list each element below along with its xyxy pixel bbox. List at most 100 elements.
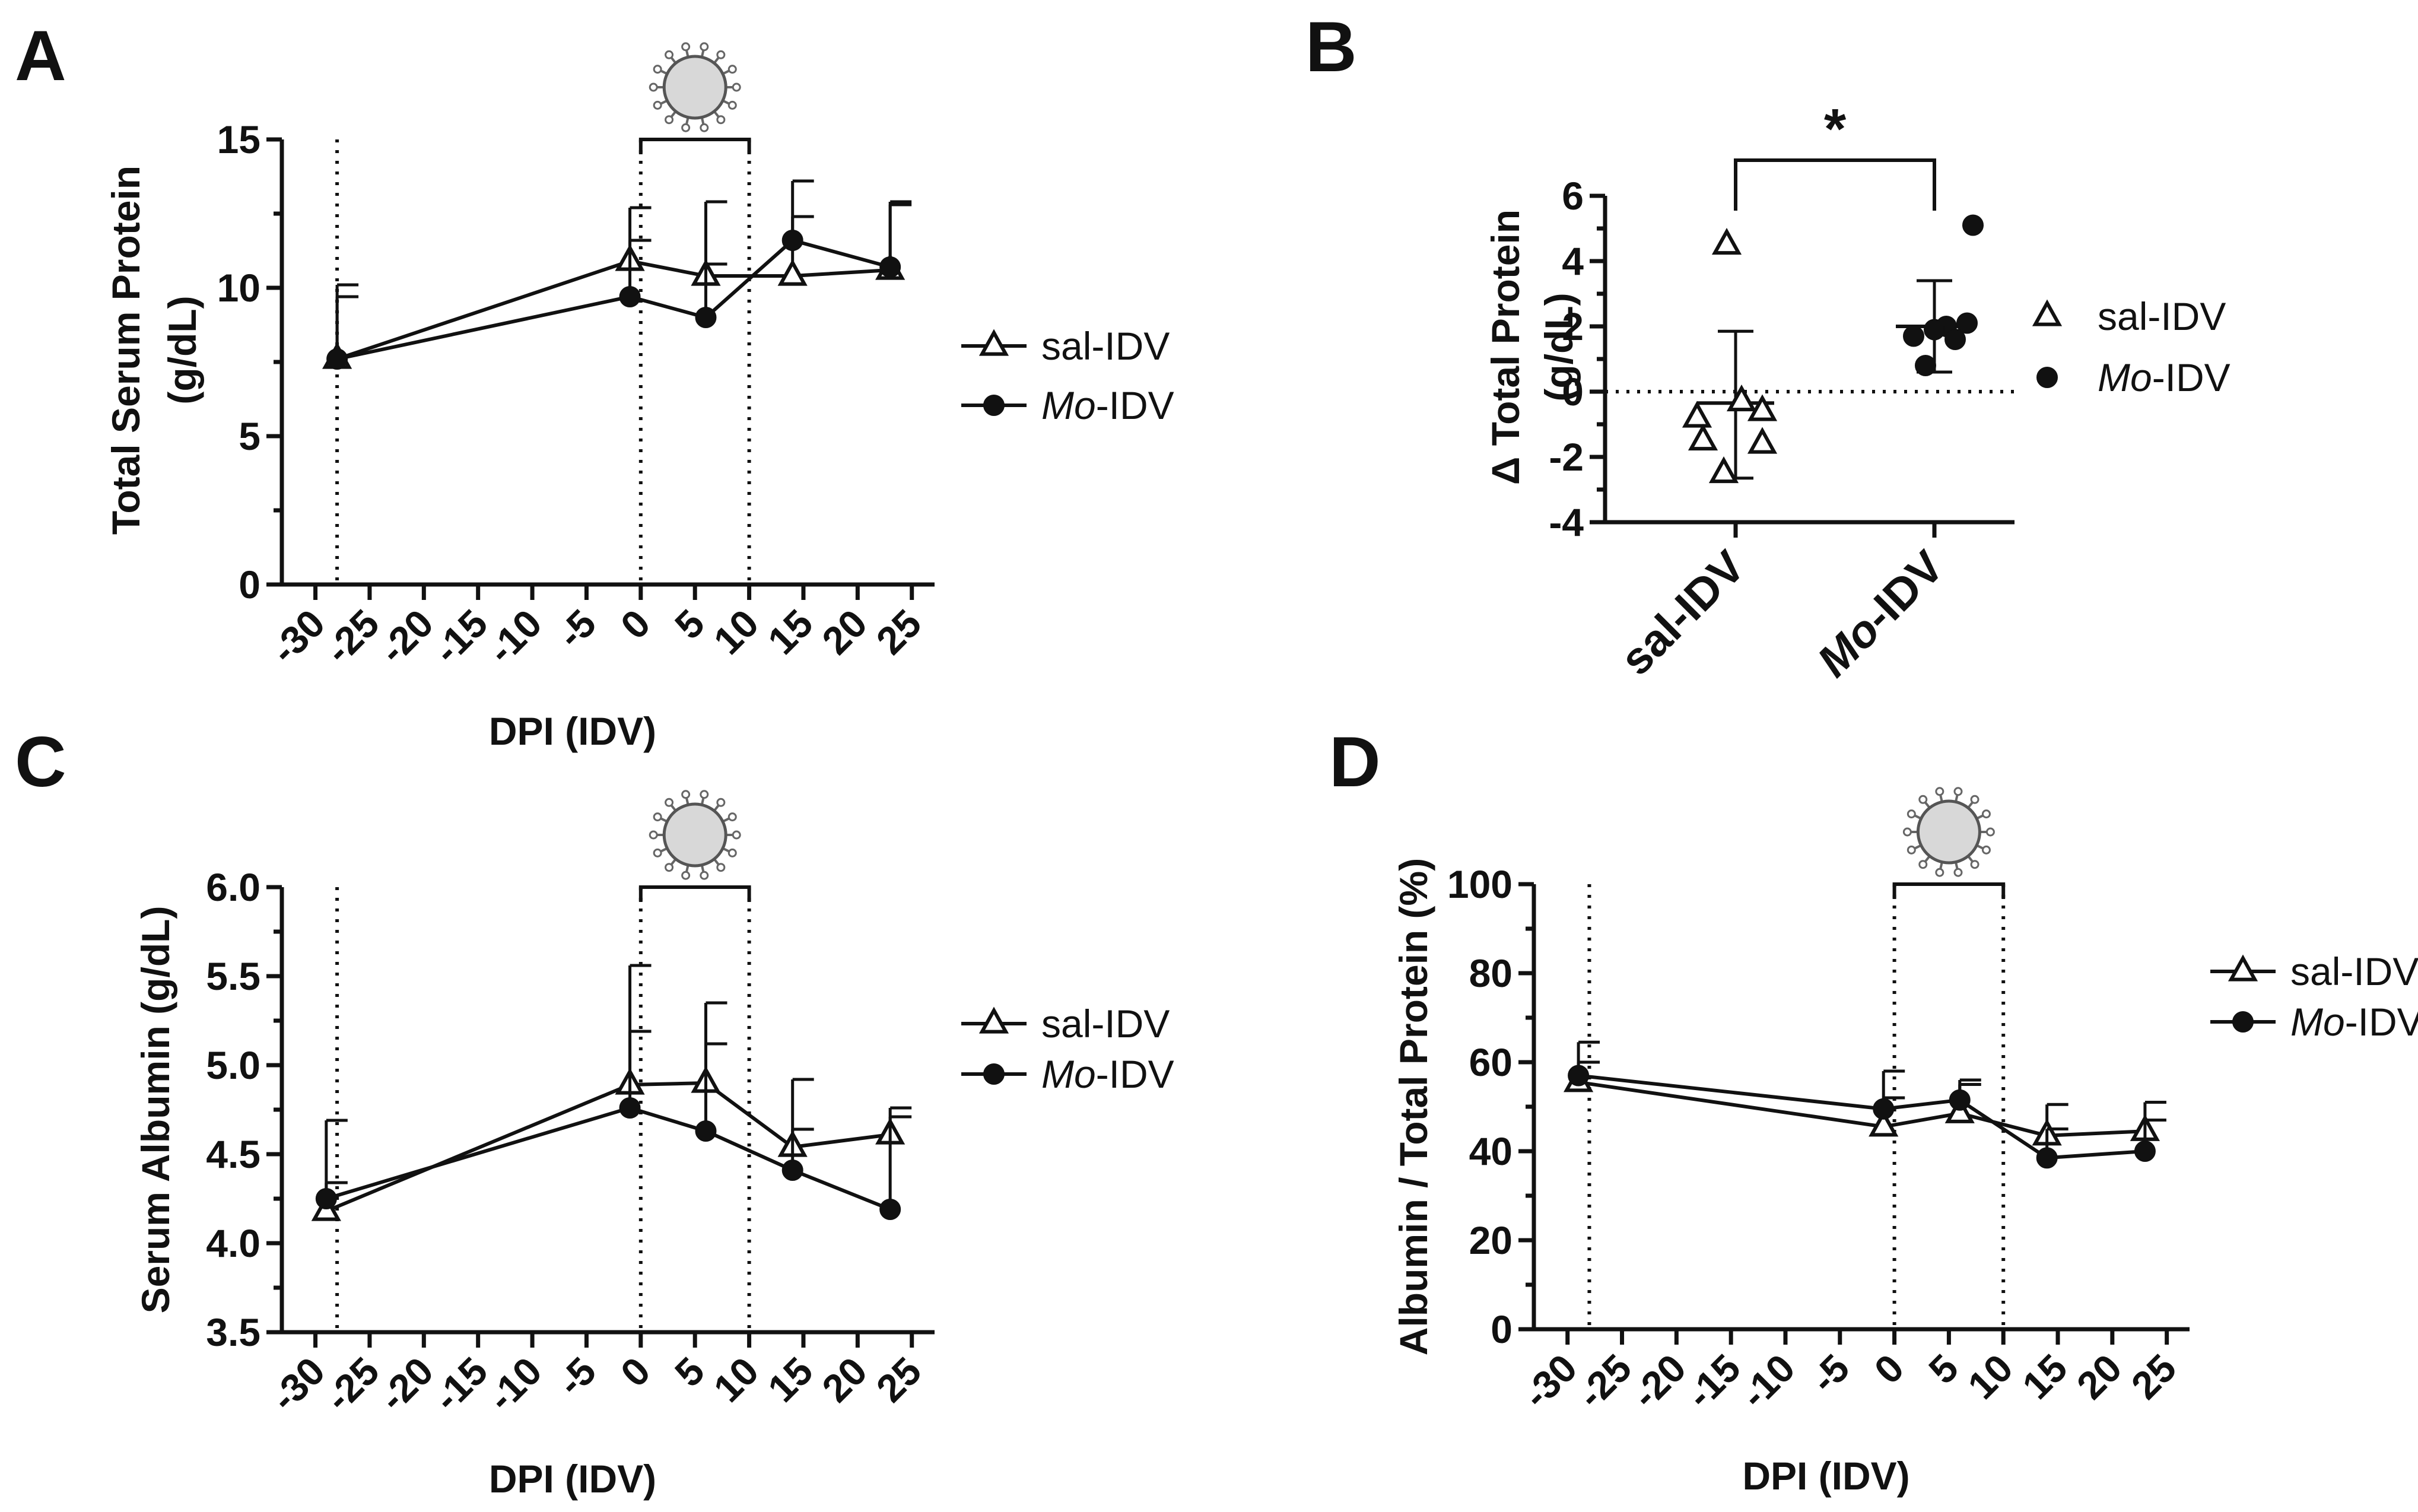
x-axis-label: DPI (IDV): [1742, 1454, 1909, 1498]
virus-icon: [649, 42, 741, 132]
y-tick-label: 5: [239, 414, 260, 458]
x-category-label: sal-IDV: [1611, 541, 1755, 685]
y-axis-label: (g/dL): [1537, 293, 1581, 401]
panel-label: B: [1305, 7, 1357, 87]
virus-spike-tip: [1970, 860, 1979, 869]
virus-spike-tip: [653, 812, 662, 822]
y-tick-label: -2: [1549, 435, 1584, 479]
x-tick-label: -5: [549, 601, 605, 657]
x-tick-label: -10: [1732, 1346, 1803, 1417]
virus-spike-tip: [1907, 845, 1916, 855]
panel-b: B -4 -2 0 2 4 6 sal-IDV Mo-IDV * Δ Total Protein (g…: [1305, 7, 2230, 687]
y-tick-label: 0: [1562, 370, 1584, 414]
virus-capsid: [1916, 799, 1981, 865]
data-point: [1949, 1089, 1971, 1111]
virus-spike-tip: [653, 848, 662, 857]
data-point: [879, 1199, 901, 1220]
legend-marker: [2036, 367, 2058, 388]
data-point: [1956, 312, 1978, 334]
y-tick-label: -4: [1549, 500, 1584, 544]
virus-spike-tip: [732, 82, 741, 92]
series-sal-idv: [311, 1030, 912, 1221]
y-axis-label: Δ Total Protein: [1483, 209, 1527, 485]
significance-bracket: [1734, 158, 1936, 211]
y-tick-label: 6: [1562, 174, 1584, 218]
data-point: [781, 1160, 803, 1181]
legend-marker: [978, 1006, 1009, 1034]
virus-spike-tip: [681, 790, 691, 799]
series-line: [336, 259, 891, 361]
data-point: [1915, 355, 1936, 376]
virus-spike-tip: [727, 848, 737, 857]
x-category-label: Mo-IDV: [1808, 541, 1953, 687]
virus-spike-tip: [700, 790, 709, 799]
legend-label-text: sal-IDV: [1041, 324, 1170, 368]
legend-label-text: -IDV: [2345, 1000, 2418, 1044]
x-tick-label: 10: [1959, 1346, 2021, 1408]
data-point: [879, 256, 901, 278]
virus-spike-tip: [681, 871, 691, 880]
legend-label: Mo-IDV: [1041, 383, 1174, 427]
x-category-label-text: sal-IDV: [1611, 541, 1755, 685]
y-tick-label: 10: [217, 266, 260, 310]
virus-spike-tip: [1953, 868, 1963, 877]
y-tick-label: 4.0: [206, 1221, 260, 1265]
data-point: [1944, 329, 1966, 350]
virus-spike-tip: [700, 123, 709, 132]
x-tick-label: -5: [549, 1349, 605, 1405]
x-tick-label: 15: [760, 601, 821, 663]
x-tick-label: 20: [814, 1349, 875, 1411]
data-point: [1711, 228, 1742, 255]
infection-bracket: [1892, 882, 2006, 899]
panel-c: C3.54.04.55.05.56.0-30-25-20-15-10-5 0 510…: [15, 722, 1174, 1501]
x-tick-label: 20: [2068, 1346, 2130, 1408]
legend-label-italic: Mo: [2290, 1000, 2345, 1044]
legend-label: sal-IDV: [1041, 1002, 1170, 1046]
data-point: [1688, 424, 1718, 451]
data-point: [1944, 1096, 1975, 1123]
x-tick-label: -5: [1802, 1346, 1858, 1402]
panel-label: D: [1329, 722, 1381, 802]
data-point: [2036, 1147, 2058, 1169]
x-tick-label: 10: [705, 601, 767, 663]
data-point: [1747, 427, 1778, 454]
legend-label-text: -IDV: [1096, 383, 1174, 427]
virus-spike-tip: [1985, 827, 1995, 837]
y-tick-label: 0: [1491, 1307, 1513, 1351]
x-tick-label: 5: [666, 1349, 713, 1395]
y-tick-label: 60: [1469, 1040, 1513, 1084]
y-axis-label: (g/dL): [160, 296, 204, 404]
y-tick-label: 6.0: [206, 865, 260, 909]
legend: sal-IDV Mo-IDV: [2210, 949, 2418, 1044]
virus-spike-tip: [1918, 795, 1928, 804]
legend-marker: [2228, 954, 2258, 981]
y-tick-label: 20: [1469, 1218, 1513, 1262]
x-tick-label: 25: [868, 1349, 929, 1411]
virus-spike-tip: [716, 863, 726, 872]
data-point: [777, 259, 808, 286]
y-tick-label: 3.5: [206, 1310, 260, 1354]
virus-spike-tip: [1935, 868, 1944, 877]
data-point: [1726, 385, 1757, 412]
legend: sal-IDV Mo-IDV: [961, 1002, 1174, 1096]
series-line: [325, 1081, 891, 1213]
data-point: [1924, 319, 1945, 341]
data-point: [695, 1120, 717, 1142]
virus-icon: [1902, 787, 1995, 877]
virus-capsid: [662, 802, 727, 868]
legend-label: sal-IDV: [2098, 294, 2226, 338]
x-tick-label: -10: [479, 1349, 550, 1420]
virus-spike-tip: [700, 871, 709, 880]
virus-spike-tip: [649, 82, 658, 92]
virus-spike-tip: [716, 115, 726, 125]
series-line: [1578, 1073, 2146, 1160]
data-point: [1568, 1065, 1590, 1087]
legend-label-italic: Mo: [2098, 355, 2152, 399]
virus-spike-tip: [649, 830, 658, 840]
y-tick-label: 2: [1562, 304, 1584, 348]
virus-spike-tip: [727, 100, 737, 110]
y-tick-label: 15: [217, 117, 260, 161]
